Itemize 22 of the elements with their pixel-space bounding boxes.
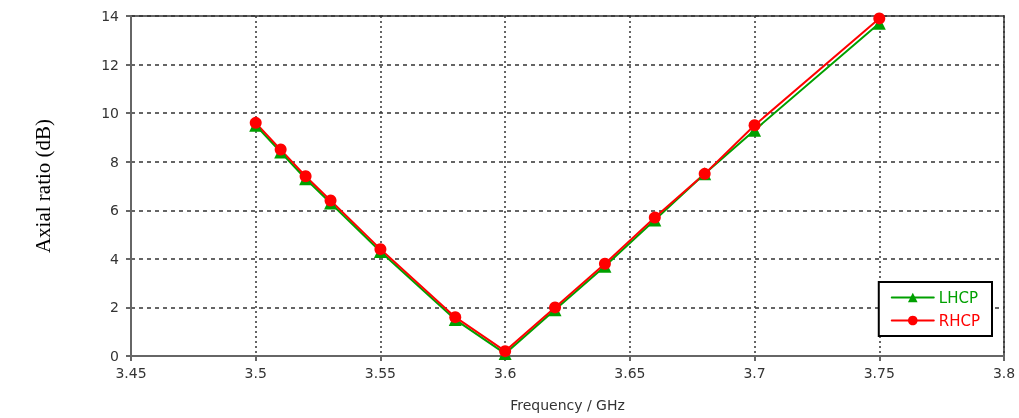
y-tick-label: 10 — [101, 105, 119, 122]
x-tick-label: 3.65 — [614, 365, 646, 381]
y-axis-title: Axial ratio (dB) — [30, 118, 55, 254]
y-tick-label: 6 — [110, 202, 120, 219]
x-tick-label: 3.7 — [743, 365, 766, 381]
y-tick-label: 14 — [101, 8, 120, 24]
y-tick-label: 2 — [110, 299, 119, 316]
x-tick-label: 3.45 — [115, 365, 147, 381]
legend-label: LHCP — [938, 288, 978, 307]
point — [873, 12, 886, 25]
x-tick-label: 3.6 — [494, 365, 517, 381]
x-axis-title: Frequency / GHz — [510, 397, 625, 413]
legend-label: RHCP — [938, 311, 981, 330]
y-tick-label: 8 — [110, 153, 119, 170]
y-tick-label: 4 — [110, 250, 120, 267]
x-tick-label: 3.8 — [992, 365, 1016, 381]
x-tick-label: 3.75 — [863, 365, 895, 381]
x-tick-label: 3.55 — [364, 365, 397, 381]
x-tick-label: 3.5 — [244, 365, 267, 381]
point — [748, 119, 761, 132]
y-tick-label: 0 — [110, 348, 119, 364]
y-tick-label: 12 — [101, 56, 119, 73]
